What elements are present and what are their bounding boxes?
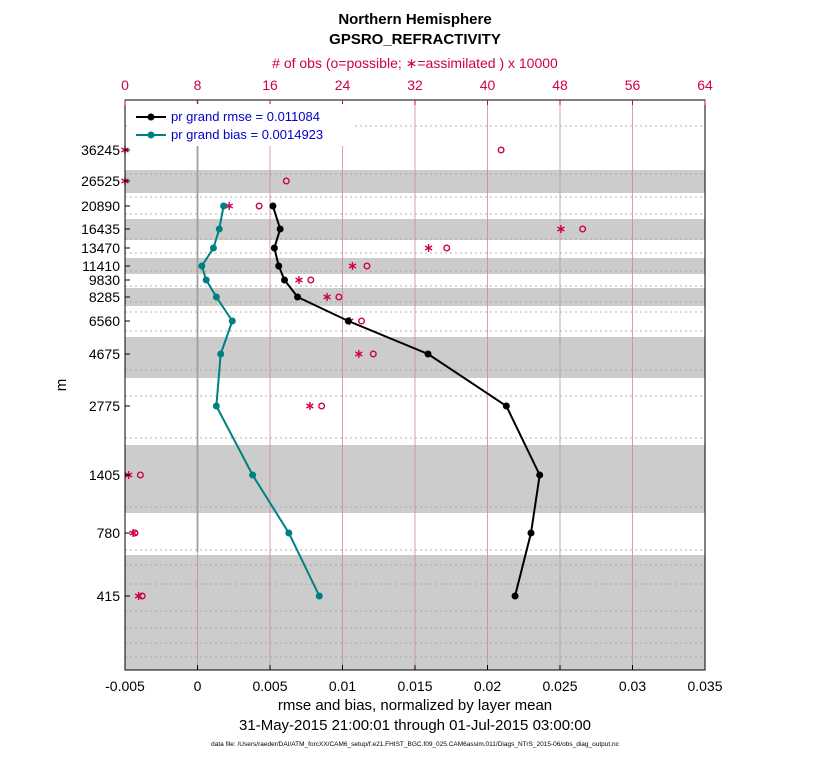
y-tick-label-36245: 36245 bbox=[81, 142, 120, 158]
series-0-point-1405 bbox=[536, 471, 544, 479]
chart-title: Northern Hemisphere bbox=[338, 11, 491, 28]
top-tick-label-7: 56 bbox=[625, 77, 641, 93]
obs-assimilated-marker-780 bbox=[129, 529, 138, 537]
legend-marker-bias bbox=[147, 131, 155, 139]
obs-possible-marker-8285 bbox=[335, 293, 343, 301]
obs-possible-marker-1405 bbox=[136, 471, 144, 479]
series-1-point-1405 bbox=[249, 471, 257, 479]
obs-assimilated-marker-11410 bbox=[348, 262, 357, 270]
legend-label-rmse: pr grand rmse = 0.011084 bbox=[171, 109, 320, 124]
y-tick-label-2775: 2775 bbox=[89, 398, 120, 414]
top-tick-label-8: 64 bbox=[697, 77, 713, 93]
top-tick-label-6: 48 bbox=[552, 77, 568, 93]
y-tick-label-9830: 9830 bbox=[89, 272, 120, 288]
obs-possible-marker-6560 bbox=[358, 317, 366, 325]
y-axis-label: m bbox=[53, 379, 70, 392]
x-axis-label: rmse and bias, normalized by layer mean bbox=[278, 697, 552, 714]
series-0-point-6560 bbox=[344, 317, 352, 325]
bottom-tick-label-3: 0.01 bbox=[329, 678, 356, 694]
legend: pr grand rmse = 0.011084 pr grand bias =… bbox=[130, 104, 352, 146]
bottom-tick-label-7: 0.03 bbox=[619, 678, 646, 694]
obs-possible-marker-11410 bbox=[363, 262, 371, 270]
y-tick-label-11410: 11410 bbox=[82, 258, 120, 274]
y-tick-label-6560: 6560 bbox=[89, 313, 120, 329]
y-tick-label-1405: 1405 bbox=[89, 467, 120, 483]
legend-marker-rmse bbox=[147, 113, 155, 121]
top-tick-label-1: 8 bbox=[194, 77, 202, 93]
bottom-tick-label-2: 0.005 bbox=[252, 678, 287, 694]
series-0-point-8285 bbox=[294, 293, 302, 301]
series-1-point-4675 bbox=[217, 350, 225, 358]
series-0-point-4675 bbox=[424, 350, 432, 358]
series-1-point-11410 bbox=[198, 262, 206, 270]
y-tick-label-13470: 13470 bbox=[81, 240, 120, 256]
legend-box bbox=[130, 104, 352, 146]
y-tick-label-26525: 26525 bbox=[81, 173, 120, 189]
top-axis-ticks: 0 8 16 24 32 40 48 56 64 bbox=[121, 77, 713, 105]
series-0-point-13470 bbox=[270, 244, 278, 252]
bottom-tick-label-6: 0.025 bbox=[542, 678, 577, 694]
series-1-point-2775 bbox=[212, 402, 220, 410]
y-tick-label-20890: 20890 bbox=[81, 198, 120, 214]
date-range: 31-May-2015 21:00:01 through 01-Jul-2015… bbox=[239, 717, 591, 734]
chart-subtitle: GPSRO_REFRACTIVITY bbox=[329, 31, 501, 48]
obs-assimilated-marker-16435 bbox=[557, 225, 565, 233]
series-0-point-16435 bbox=[276, 225, 284, 233]
series-0-point-9830 bbox=[281, 276, 288, 284]
top-tick-label-4: 32 bbox=[407, 77, 423, 93]
series-1-point-780 bbox=[285, 529, 293, 537]
obs-assimilated-marker-20890 bbox=[225, 202, 234, 210]
top-tick-label-0: 0 bbox=[121, 77, 129, 93]
top-tick-label-3: 24 bbox=[335, 77, 351, 93]
series-0-point-20890 bbox=[269, 202, 277, 210]
series-1-point-6560 bbox=[228, 317, 236, 325]
obs-assimilated-marker-415 bbox=[134, 592, 143, 600]
series-1-point-8285 bbox=[212, 293, 220, 301]
legend-label-bias: pr grand bias = 0.0014923 bbox=[171, 127, 323, 142]
y-tick-label-8285: 8285 bbox=[89, 289, 120, 305]
series-0-point-11410 bbox=[275, 262, 283, 270]
bottom-tick-label-8: 0.035 bbox=[687, 678, 722, 694]
obs-possible-marker-13470 bbox=[443, 244, 451, 252]
series-lines bbox=[198, 202, 544, 600]
obs-assimilated-marker-2775 bbox=[306, 402, 314, 410]
series-0-point-780 bbox=[527, 529, 535, 537]
obs-possible-marker-16435 bbox=[579, 225, 587, 233]
obs-assimilated-marker-4675 bbox=[354, 350, 363, 358]
y-tick-label-415: 415 bbox=[97, 588, 121, 604]
series-1-point-9830 bbox=[202, 276, 210, 284]
obs-possible-marker-9830 bbox=[307, 276, 315, 284]
bottom-tick-label-0: -0.005 bbox=[105, 678, 145, 694]
obs-possible-marker-36245 bbox=[497, 146, 505, 154]
series-1-point-415 bbox=[315, 592, 323, 600]
series-0-point-415 bbox=[511, 592, 519, 600]
bottom-axis-ticks: -0.005 0 0.005 0.01 0.015 0.02 0.025 0.03 0.035 bbox=[105, 665, 723, 694]
top-axis-label: # of obs (o=possible; ∗=assimilated ) x … bbox=[272, 55, 558, 71]
top-tick-label-2: 16 bbox=[262, 77, 278, 93]
obs-possible-marker-2775 bbox=[318, 402, 326, 410]
obs-possible-marker-4675 bbox=[369, 350, 377, 358]
series-1-point-20890 bbox=[220, 202, 228, 210]
series-1-point-16435 bbox=[215, 225, 223, 233]
obs-possible-marker-20890 bbox=[255, 202, 263, 210]
bottom-tick-label-1: 0 bbox=[194, 678, 202, 694]
top-tick-label-5: 40 bbox=[480, 77, 496, 93]
obs-assimilated-marker-9830 bbox=[295, 276, 303, 284]
y-tick-label-4675: 4675 bbox=[89, 346, 120, 362]
series-0-point-2775 bbox=[502, 402, 510, 410]
bottom-tick-label-5: 0.02 bbox=[474, 678, 501, 694]
data-file-note: data file: /Users/raeder/DAI/ATM_forcXX/… bbox=[211, 741, 620, 748]
bottom-tick-label-4: 0.015 bbox=[397, 678, 432, 694]
obs-assimilated-marker-13470 bbox=[424, 244, 433, 252]
series-1-point-13470 bbox=[209, 244, 217, 252]
y-tick-label-16435: 16435 bbox=[81, 221, 120, 237]
obs-possible-marker-26525 bbox=[282, 177, 290, 185]
obs-assimilated-marker-8285 bbox=[323, 293, 331, 301]
y-tick-label-780: 780 bbox=[97, 525, 121, 541]
